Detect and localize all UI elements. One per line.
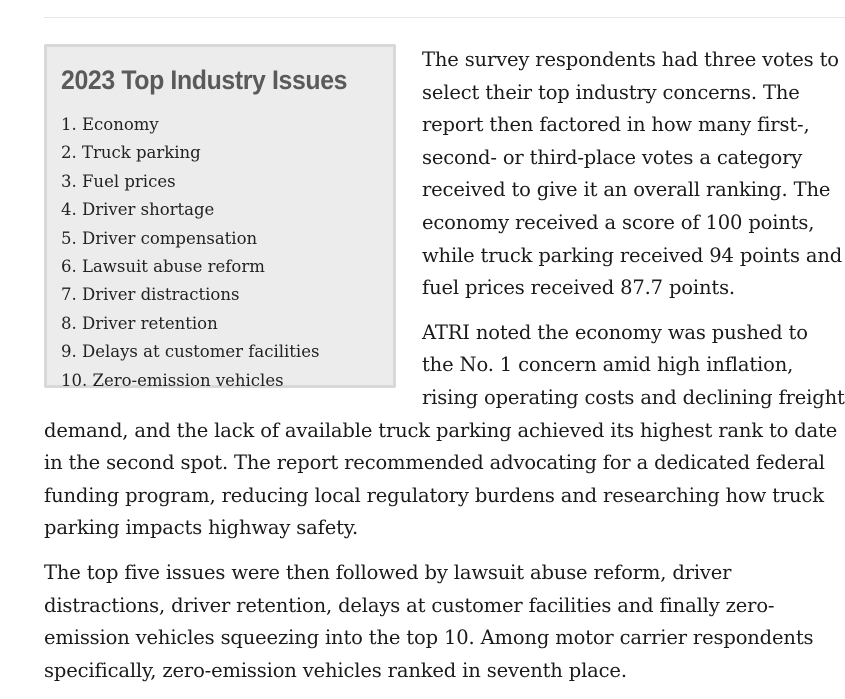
issue-item-8: 8. Driver retention: [61, 313, 218, 333]
article-paragraph-3: The top five issues were then followed b…: [44, 560, 814, 682]
issue-item-9: 9. Delays at customer facilities: [61, 342, 320, 362]
article-content: 2023 Top Industry Issues 1. Economy 2. T…: [44, 44, 845, 699]
issue-item-4: 4. Driver shortage: [61, 200, 215, 220]
issue-item-6: 6. Lawsuit abuse reform: [61, 257, 265, 277]
top-issues-sidebar: 2023 Top Industry Issues 1. Economy 2. T…: [44, 44, 396, 390]
issue-item-1: 1. Economy: [61, 115, 159, 134]
issues-list: 1. Economy 2. Truck parking 3. Fuel pric…: [61, 111, 379, 395]
sidebar-title: 2023 Top Industry Issues: [61, 65, 348, 95]
issue-item-10: 10. Zero-emission vehicles: [61, 370, 284, 390]
issue-item-5: 5. Driver compensation: [61, 228, 258, 248]
top-divider: [44, 17, 845, 18]
issue-item-2: 2. Truck parking: [61, 143, 201, 163]
article-paragraph-2: ATRI noted the economy was pushed to the…: [44, 320, 845, 540]
article-paragraph-1: The survey respondents had three votes t…: [422, 48, 843, 300]
issue-item-7: 7. Driver distractions: [61, 285, 240, 305]
issue-item-3: 3. Fuel prices: [61, 171, 176, 191]
